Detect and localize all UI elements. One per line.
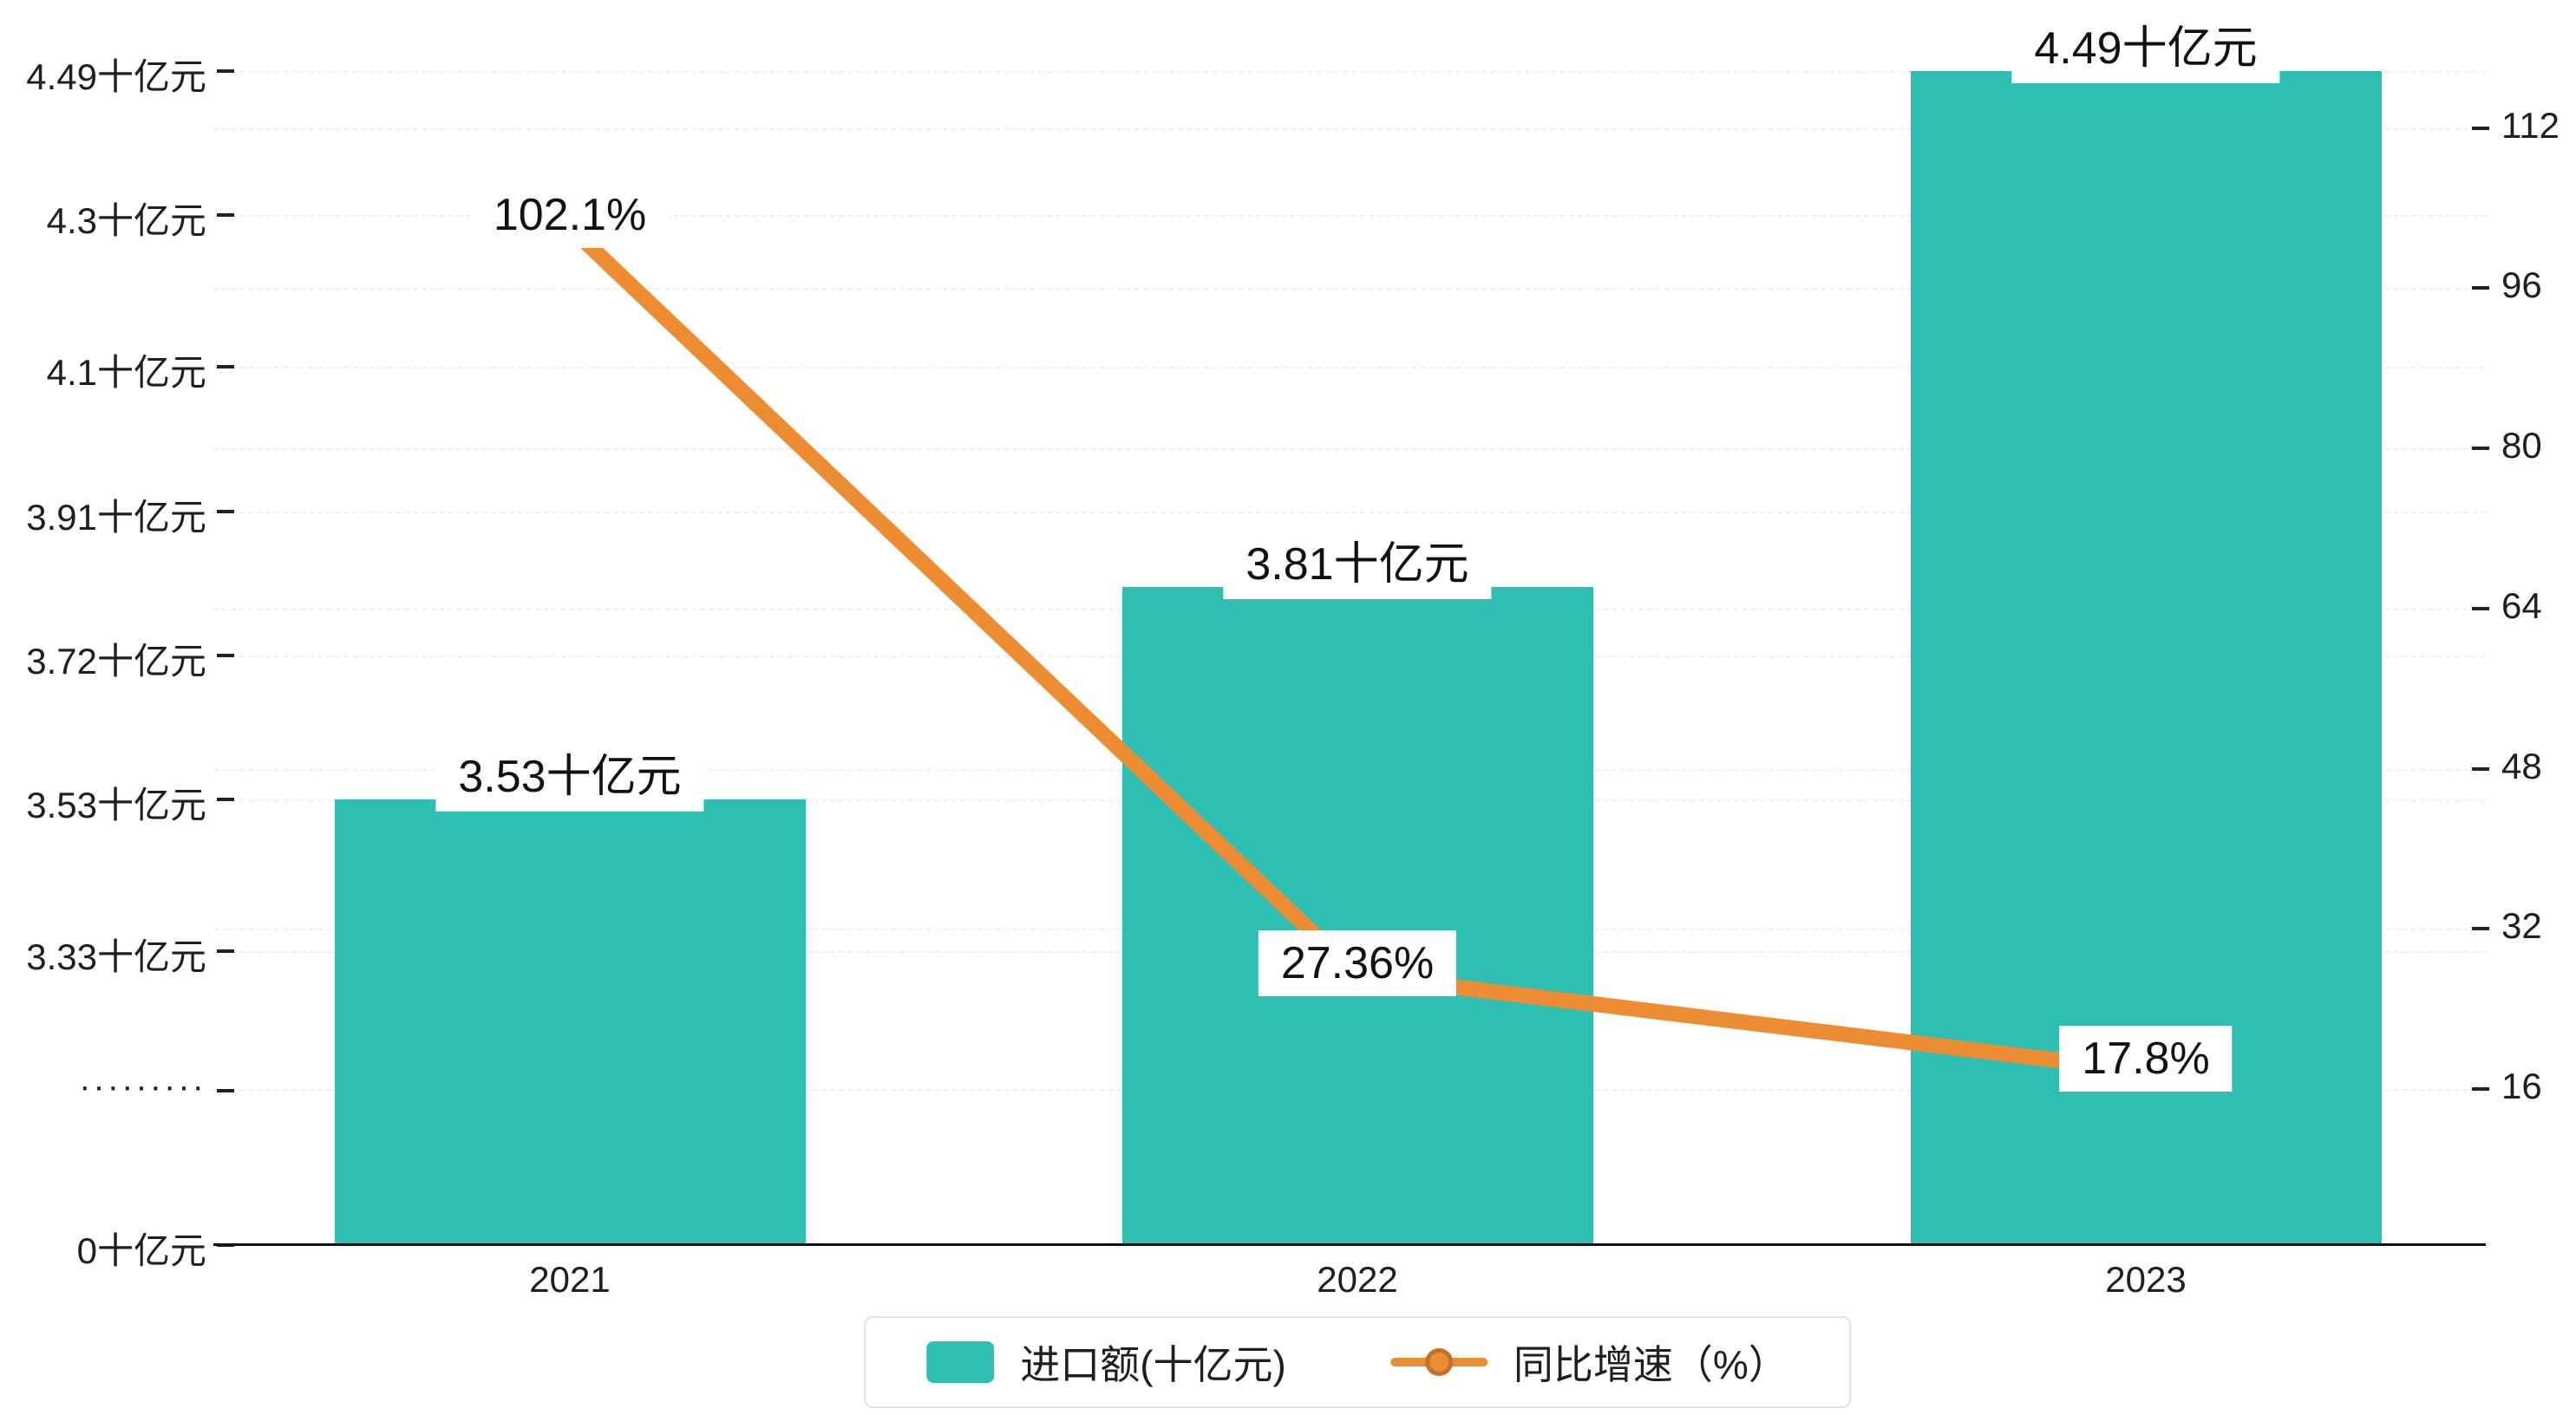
gridline: [213, 448, 2486, 450]
gridline: [213, 512, 2486, 513]
gridline: [213, 215, 2486, 217]
left-axis-tick-label: 3.53十亿元: [26, 785, 206, 825]
gridline: [213, 71, 2486, 73]
left-axis-tick-mark: [217, 509, 234, 513]
legend-item-growth[interactable]: 同比增速（%）: [1389, 1333, 1788, 1391]
legend-item-imports[interactable]: 进口额(十亿元): [926, 1333, 1286, 1391]
left-axis-tick-label: 3.33十亿元: [26, 936, 206, 977]
right-axis-tick-mark: [2472, 766, 2489, 771]
x-axis-label-2022: 2022: [1317, 1259, 1398, 1300]
gridline: [213, 288, 2486, 290]
left-axis-tick-label: ·········: [79, 1067, 206, 1105]
bar-2022: [1121, 587, 1593, 1245]
left-axis-tick-label: 4.49十亿元: [26, 56, 206, 97]
bar-value-label-2022: 3.81十亿元: [1223, 520, 1492, 599]
left-axis-tick-mark: [217, 365, 234, 369]
bar-value-label-2021: 3.53十亿元: [435, 733, 704, 812]
right-axis-tick-mark: [2472, 606, 2489, 610]
growth-value-label-2022: 27.36%: [1258, 929, 1457, 996]
right-axis-tick-label: 32: [2501, 905, 2542, 947]
line-dot-icon: [1389, 1341, 1487, 1383]
legend-label-growth: 同比增速（%）: [1513, 1342, 1788, 1387]
gridline: [213, 128, 2486, 130]
right-axis-tick-label: 64: [2501, 584, 2542, 626]
right-axis-tick-label: 16: [2501, 1066, 2542, 1106]
right-axis-tick-mark: [2472, 447, 2489, 451]
left-axis-tick-mark: [217, 1089, 234, 1092]
bar-value-label-2023: 4.49十亿元: [2011, 4, 2280, 83]
left-axis-tick-mark: [217, 213, 234, 218]
left-axis-tick-mark: [217, 653, 234, 657]
right-axis-tick-label: 48: [2501, 745, 2542, 786]
right-axis-tick-mark: [2472, 286, 2489, 290]
right-axis-tick-mark: [2472, 126, 2489, 130]
bar-swatch-icon: [926, 1341, 995, 1383]
x-axis-label-2021: 2021: [529, 1259, 611, 1300]
bar-2021: [334, 799, 806, 1245]
x-axis-label-2023: 2023: [2105, 1259, 2187, 1300]
left-axis-tick-mark: [217, 949, 234, 953]
left-axis-tick-label: 3.91十亿元: [26, 496, 206, 538]
legend: 进口额(十亿元) 同比增速（%）: [864, 1316, 1851, 1408]
gridline: [213, 367, 2486, 368]
legend-label-imports: 进口额(十亿元): [1020, 1342, 1286, 1387]
left-axis-tick-label: 4.3十亿元: [46, 200, 206, 242]
left-axis-tick-label: 4.1十亿元: [46, 352, 206, 394]
right-axis-tick-label: 80: [2501, 425, 2542, 466]
left-axis-tick-label: 3.72十亿元: [26, 640, 206, 681]
right-axis-tick-label: 112: [2501, 104, 2560, 146]
left-axis-tick-mark: [217, 798, 234, 801]
growth-value-label-2023: 17.8%: [2059, 1026, 2233, 1092]
right-axis-tick-mark: [2472, 927, 2489, 931]
left-axis-tick-label: 0十亿元: [76, 1230, 206, 1271]
growth-value-label-2021: 102.1%: [470, 182, 670, 249]
right-axis-tick-label: 96: [2501, 264, 2542, 306]
x-axis-line: [213, 1243, 2486, 1246]
left-axis-tick-mark: [217, 69, 234, 73]
right-axis-tick-mark: [2472, 1087, 2489, 1091]
